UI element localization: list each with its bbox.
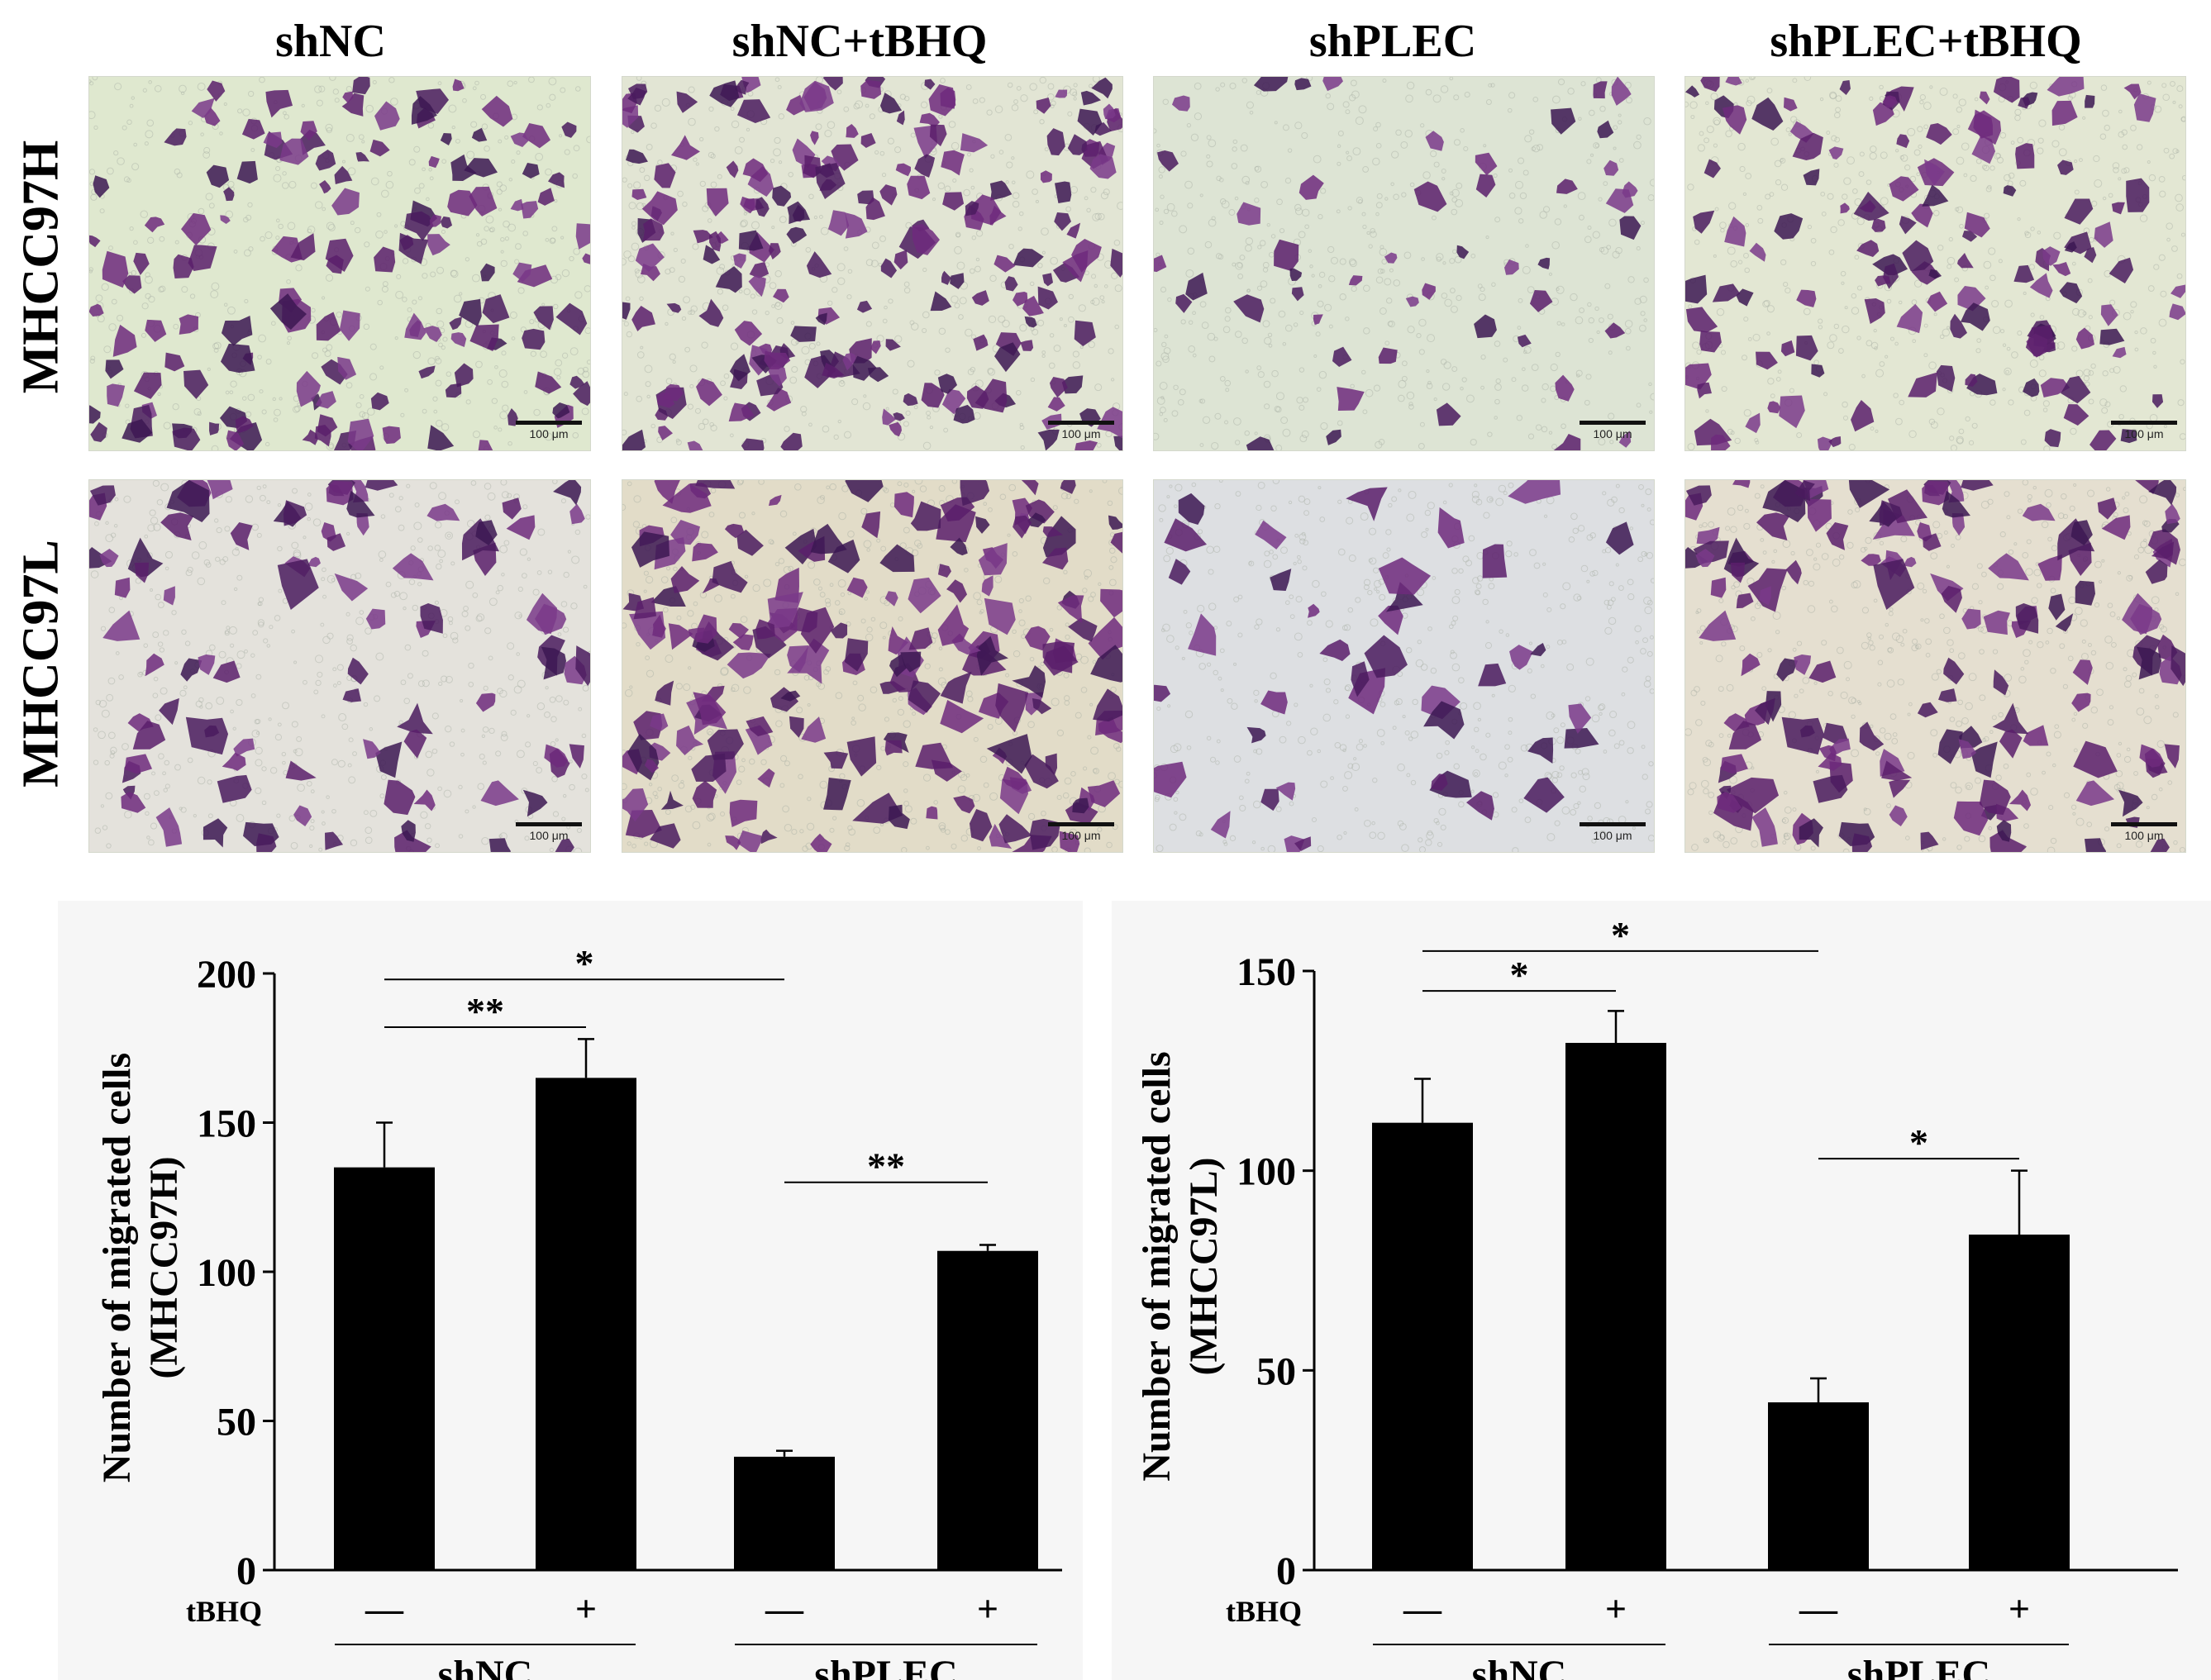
y-tick-label: 50: [1256, 1349, 1296, 1393]
significance-label: *: [1909, 1121, 1928, 1164]
scale-bar-line: [2111, 822, 2177, 826]
column-header-shnc-tbhq: shNC+tBHQ: [731, 16, 988, 67]
significance-label: **: [466, 990, 504, 1032]
micrograph-mhcc97h-2: 100 μm: [622, 76, 1123, 451]
y-tick-label: 0: [1276, 1549, 1296, 1593]
group-label: shNC: [438, 1653, 533, 1680]
y-axis-label-line2: (MHCC97H): [142, 1156, 186, 1378]
scale-bar: 100 μm: [1580, 822, 1646, 847]
x-tick-label: +: [1605, 1587, 1627, 1630]
scale-bar-line: [516, 822, 582, 826]
scale-bar-label: 100 μm: [2124, 829, 2164, 842]
y-tick-label: 0: [236, 1549, 256, 1593]
y-tick-label: 50: [217, 1401, 256, 1444]
bar: [536, 1078, 636, 1570]
x-tick-label: +: [2008, 1587, 2030, 1630]
group-label: shNC: [1472, 1653, 1567, 1680]
significance-label: *: [1510, 954, 1529, 996]
group-label: shPLEC: [1847, 1653, 1990, 1680]
y-axis-label: Number of migrated cells: [1135, 1051, 1179, 1481]
scale-bar-label: 100 μm: [1593, 427, 1632, 440]
x-tick-label: —: [765, 1587, 804, 1630]
bar-chart-mhcc97h: 0 50 100 150 200 Number of migrated cells (MHC…: [58, 901, 1083, 1680]
scale-bar-line: [2111, 421, 2177, 425]
y-tick-label: 150: [197, 1102, 256, 1146]
micrograph-mhcc97h-4: 100 μm: [1684, 76, 2186, 451]
micrograph-mhcc97h-3: 100 μm: [1153, 76, 1655, 451]
micrograph-mhcc97h-1: 100 μm: [88, 76, 591, 451]
scale-bar: 100 μm: [1048, 421, 1114, 445]
scale-bar-line: [516, 421, 582, 425]
bar: [334, 1167, 435, 1570]
scale-bar: 100 μm: [516, 822, 582, 847]
x-tick-label: —: [1799, 1587, 1838, 1630]
y-tick-label: 200: [197, 953, 256, 997]
bar: [1565, 1043, 1666, 1570]
row-label-mhcc97h: MHCC97H: [12, 140, 69, 394]
significance-label: **: [867, 1145, 905, 1187]
scale-bar: 100 μm: [2111, 421, 2177, 445]
scale-bar: 100 μm: [1048, 822, 1114, 847]
scale-bar-line: [1580, 421, 1646, 425]
x-tick-label: —: [365, 1587, 404, 1630]
micrograph-mhcc97l-3: 100 μm: [1153, 479, 1655, 853]
bar-chart-mhcc97h-svg: 0 50 100 150 200 Number of migrated cells (MHC…: [95, 942, 1062, 1680]
bar: [1768, 1402, 1869, 1570]
column-header-shplec: shPLEC: [1308, 16, 1477, 67]
scale-bar-label: 100 μm: [1061, 829, 1101, 842]
x-tick-label: +: [977, 1587, 998, 1630]
scale-bar-label: 100 μm: [529, 427, 569, 440]
column-header-shplec-tbhq: shPLEC+tBHQ: [1770, 16, 2082, 67]
tbhq-row-label: tBHQ: [186, 1595, 262, 1628]
scale-bar-label: 100 μm: [1061, 427, 1101, 440]
y-axis-label: Number of migrated cells: [95, 1053, 139, 1482]
scale-bar-label: 100 μm: [529, 829, 569, 842]
bar-chart-mhcc97l: 0 50 100 150 Number of migrated cells (MHCC97…: [1112, 901, 2211, 1680]
group-label: shPLEC: [814, 1653, 957, 1680]
bar: [1372, 1122, 1473, 1570]
y-tick-label: 150: [1237, 950, 1296, 994]
row-label-mhcc97l: MHCC97L: [12, 540, 69, 788]
column-header-shnc: shNC: [275, 16, 386, 67]
scale-bar: 100 μm: [2111, 822, 2177, 847]
bar: [937, 1250, 1038, 1570]
scale-bar-label: 100 μm: [1593, 829, 1632, 842]
y-tick-label: 100: [197, 1251, 256, 1295]
x-tick-label: +: [575, 1587, 597, 1630]
micrograph-mhcc97l-4: 100 μm: [1684, 479, 2186, 853]
tbhq-row-label: tBHQ: [1226, 1595, 1302, 1628]
micrograph-mhcc97l-2: 100 μm: [622, 479, 1123, 853]
bar: [1969, 1235, 2070, 1570]
micrograph-mhcc97l-1: 100 μm: [88, 479, 591, 853]
significance-label: *: [1611, 914, 1630, 956]
scale-bar: 100 μm: [516, 421, 582, 445]
scale-bar-line: [1580, 822, 1646, 826]
y-tick-label: 100: [1237, 1150, 1296, 1194]
y-axis-label-line2: (MHCC97L): [1182, 1158, 1226, 1376]
bar-chart-mhcc97l-svg: 0 50 100 150 Number of migrated cells (MHCC97…: [1135, 914, 2178, 1680]
scale-bar-line: [1048, 822, 1114, 826]
scale-bar: 100 μm: [1580, 421, 1646, 445]
significance-label: *: [575, 942, 594, 984]
scale-bar-label: 100 μm: [2124, 427, 2164, 440]
bar: [734, 1456, 835, 1570]
x-tick-label: —: [1403, 1587, 1442, 1630]
scale-bar-line: [1048, 421, 1114, 425]
